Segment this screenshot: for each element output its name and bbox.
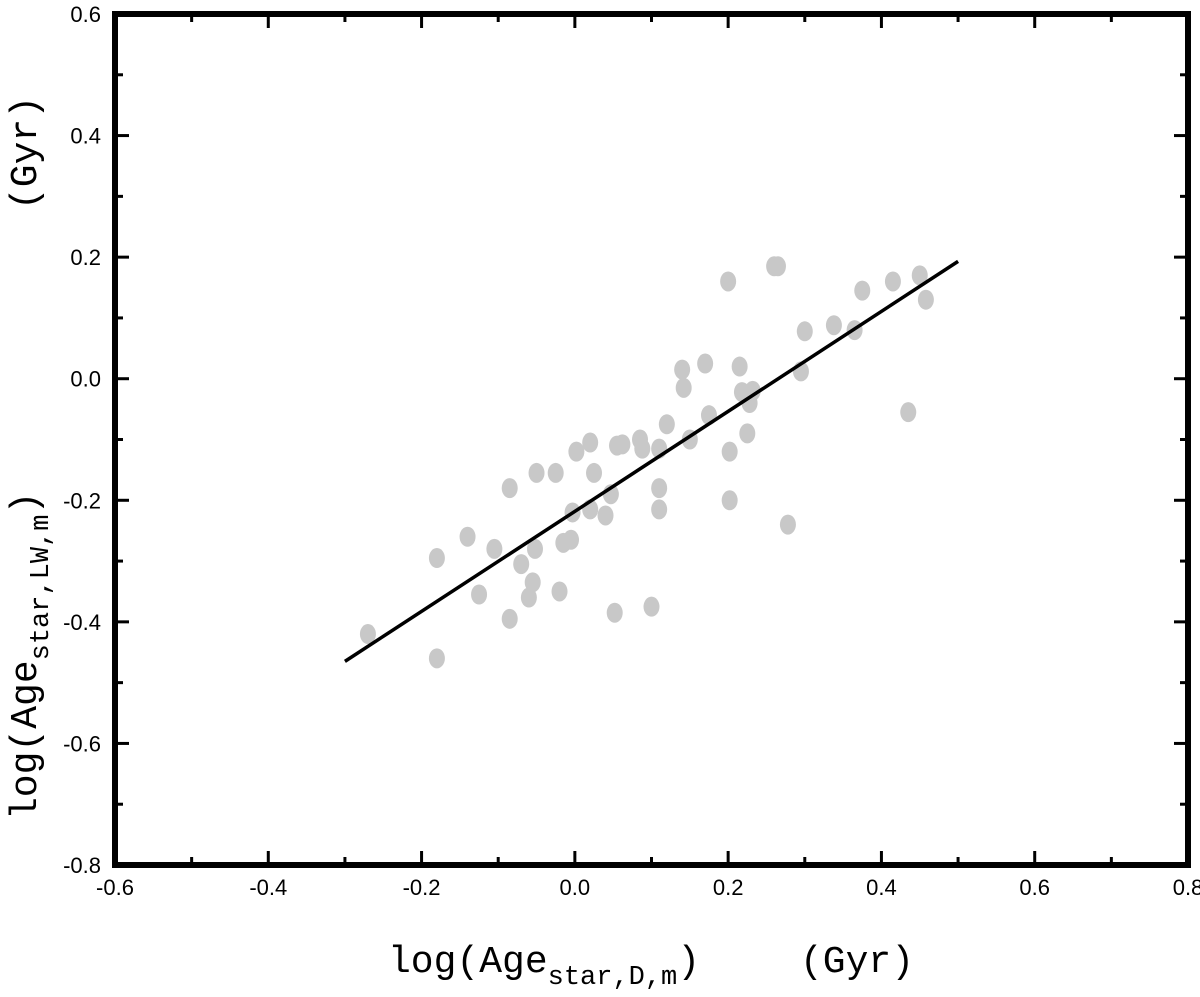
data-point <box>528 462 545 483</box>
data-point <box>551 581 568 602</box>
data-point <box>854 280 871 301</box>
data-point <box>486 538 503 559</box>
data-point <box>527 538 544 559</box>
fit-line-layer <box>343 259 960 663</box>
y-tick-labels: -0.8 -0.6 -0.4 -0.2 0.0 0.2 0.4 0.6 <box>63 2 101 878</box>
fit-line <box>343 259 960 663</box>
data-point <box>651 499 668 520</box>
x-tick-label: 0.0 <box>560 875 591 900</box>
data-point <box>614 434 631 455</box>
data-point <box>675 377 692 398</box>
data-point <box>825 315 842 336</box>
data-point <box>606 602 623 623</box>
x-tick-labels: -0.6 -0.4 -0.2 0.0 0.2 0.4 0.6 0.8 <box>96 875 1200 900</box>
y-tick-label: 0.4 <box>70 124 101 149</box>
y-tick-label: 0.6 <box>70 2 101 27</box>
y-tick-label: -0.4 <box>63 610 101 635</box>
x-tick-label: -0.4 <box>249 875 287 900</box>
x-tick-label: 0.4 <box>866 875 897 900</box>
axis-ticks <box>113 12 1190 867</box>
data-point <box>428 648 445 669</box>
data-point <box>658 414 675 435</box>
x-tick-label: -0.6 <box>96 875 134 900</box>
data-point <box>779 514 796 535</box>
data-point <box>586 462 603 483</box>
data-point <box>582 432 599 453</box>
x-tick-label: -0.2 <box>403 875 441 900</box>
data-point <box>900 402 917 423</box>
data-point <box>520 587 537 608</box>
y-axis-label-unit: (Gyr) <box>5 96 48 210</box>
data-point <box>731 356 748 377</box>
y-tick-label: -0.2 <box>63 488 101 513</box>
data-point <box>721 490 738 511</box>
y-tick-label: -0.6 <box>63 731 101 756</box>
data-point <box>428 548 445 569</box>
data-point <box>513 554 530 575</box>
y-axis-label: log(Agestar,LW,m) (Gyr) <box>5 96 57 820</box>
data-point <box>471 584 488 605</box>
data-point <box>634 438 651 459</box>
data-point <box>359 624 376 645</box>
x-axis-label-suffix: ) <box>677 941 700 984</box>
x-tick-label: 0.6 <box>1019 875 1050 900</box>
data-point <box>744 380 761 401</box>
data-point <box>796 321 813 342</box>
data-point <box>697 353 714 374</box>
data-point <box>524 572 541 593</box>
data-point <box>884 271 901 292</box>
data-point <box>563 529 580 550</box>
data-point <box>721 441 738 462</box>
data-point <box>501 478 518 499</box>
data-point <box>547 462 564 483</box>
data-point <box>597 505 614 526</box>
data-point <box>720 271 737 292</box>
data-point <box>651 478 668 499</box>
x-tick-label: 0.2 <box>713 875 744 900</box>
x-axis-label: log(Agestar,D,m) (Gyr) <box>388 941 914 993</box>
data-point <box>568 441 585 462</box>
data-point <box>643 596 660 617</box>
y-tick-label: -0.8 <box>63 853 101 878</box>
y-axis-label-suffix: ) <box>5 492 48 515</box>
data-point <box>917 289 934 310</box>
data-point <box>769 256 786 277</box>
y-axis-label-sub: star,LW,m <box>27 515 57 661</box>
data-point <box>459 526 476 547</box>
data-point <box>739 423 756 444</box>
y-tick-label: 0.2 <box>70 245 101 270</box>
data-point <box>674 359 691 380</box>
y-axis-label-prefix: log(Age <box>5 660 48 820</box>
x-tick-label: 0.8 <box>1173 875 1200 900</box>
data-point <box>911 265 928 286</box>
y-tick-label: 0.0 <box>70 367 101 392</box>
x-axis-label-prefix: log(Age <box>388 941 548 984</box>
x-axis-label-unit: (Gyr) <box>800 941 914 984</box>
x-axis-label-sub: star,D,m <box>548 963 678 993</box>
data-point <box>501 608 518 629</box>
plot-frame <box>112 11 1191 868</box>
